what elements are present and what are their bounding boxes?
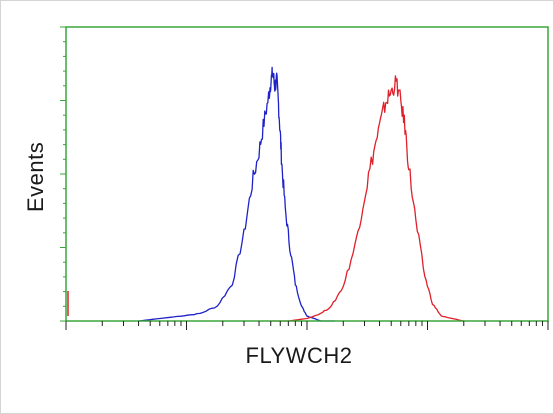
series-line-red: [270, 75, 464, 322]
series-line-blue: [138, 66, 335, 322]
x-axis-label: FLYWCH2: [245, 343, 353, 368]
plot-border: [65, 26, 549, 322]
y-axis-label: Events: [23, 141, 48, 212]
